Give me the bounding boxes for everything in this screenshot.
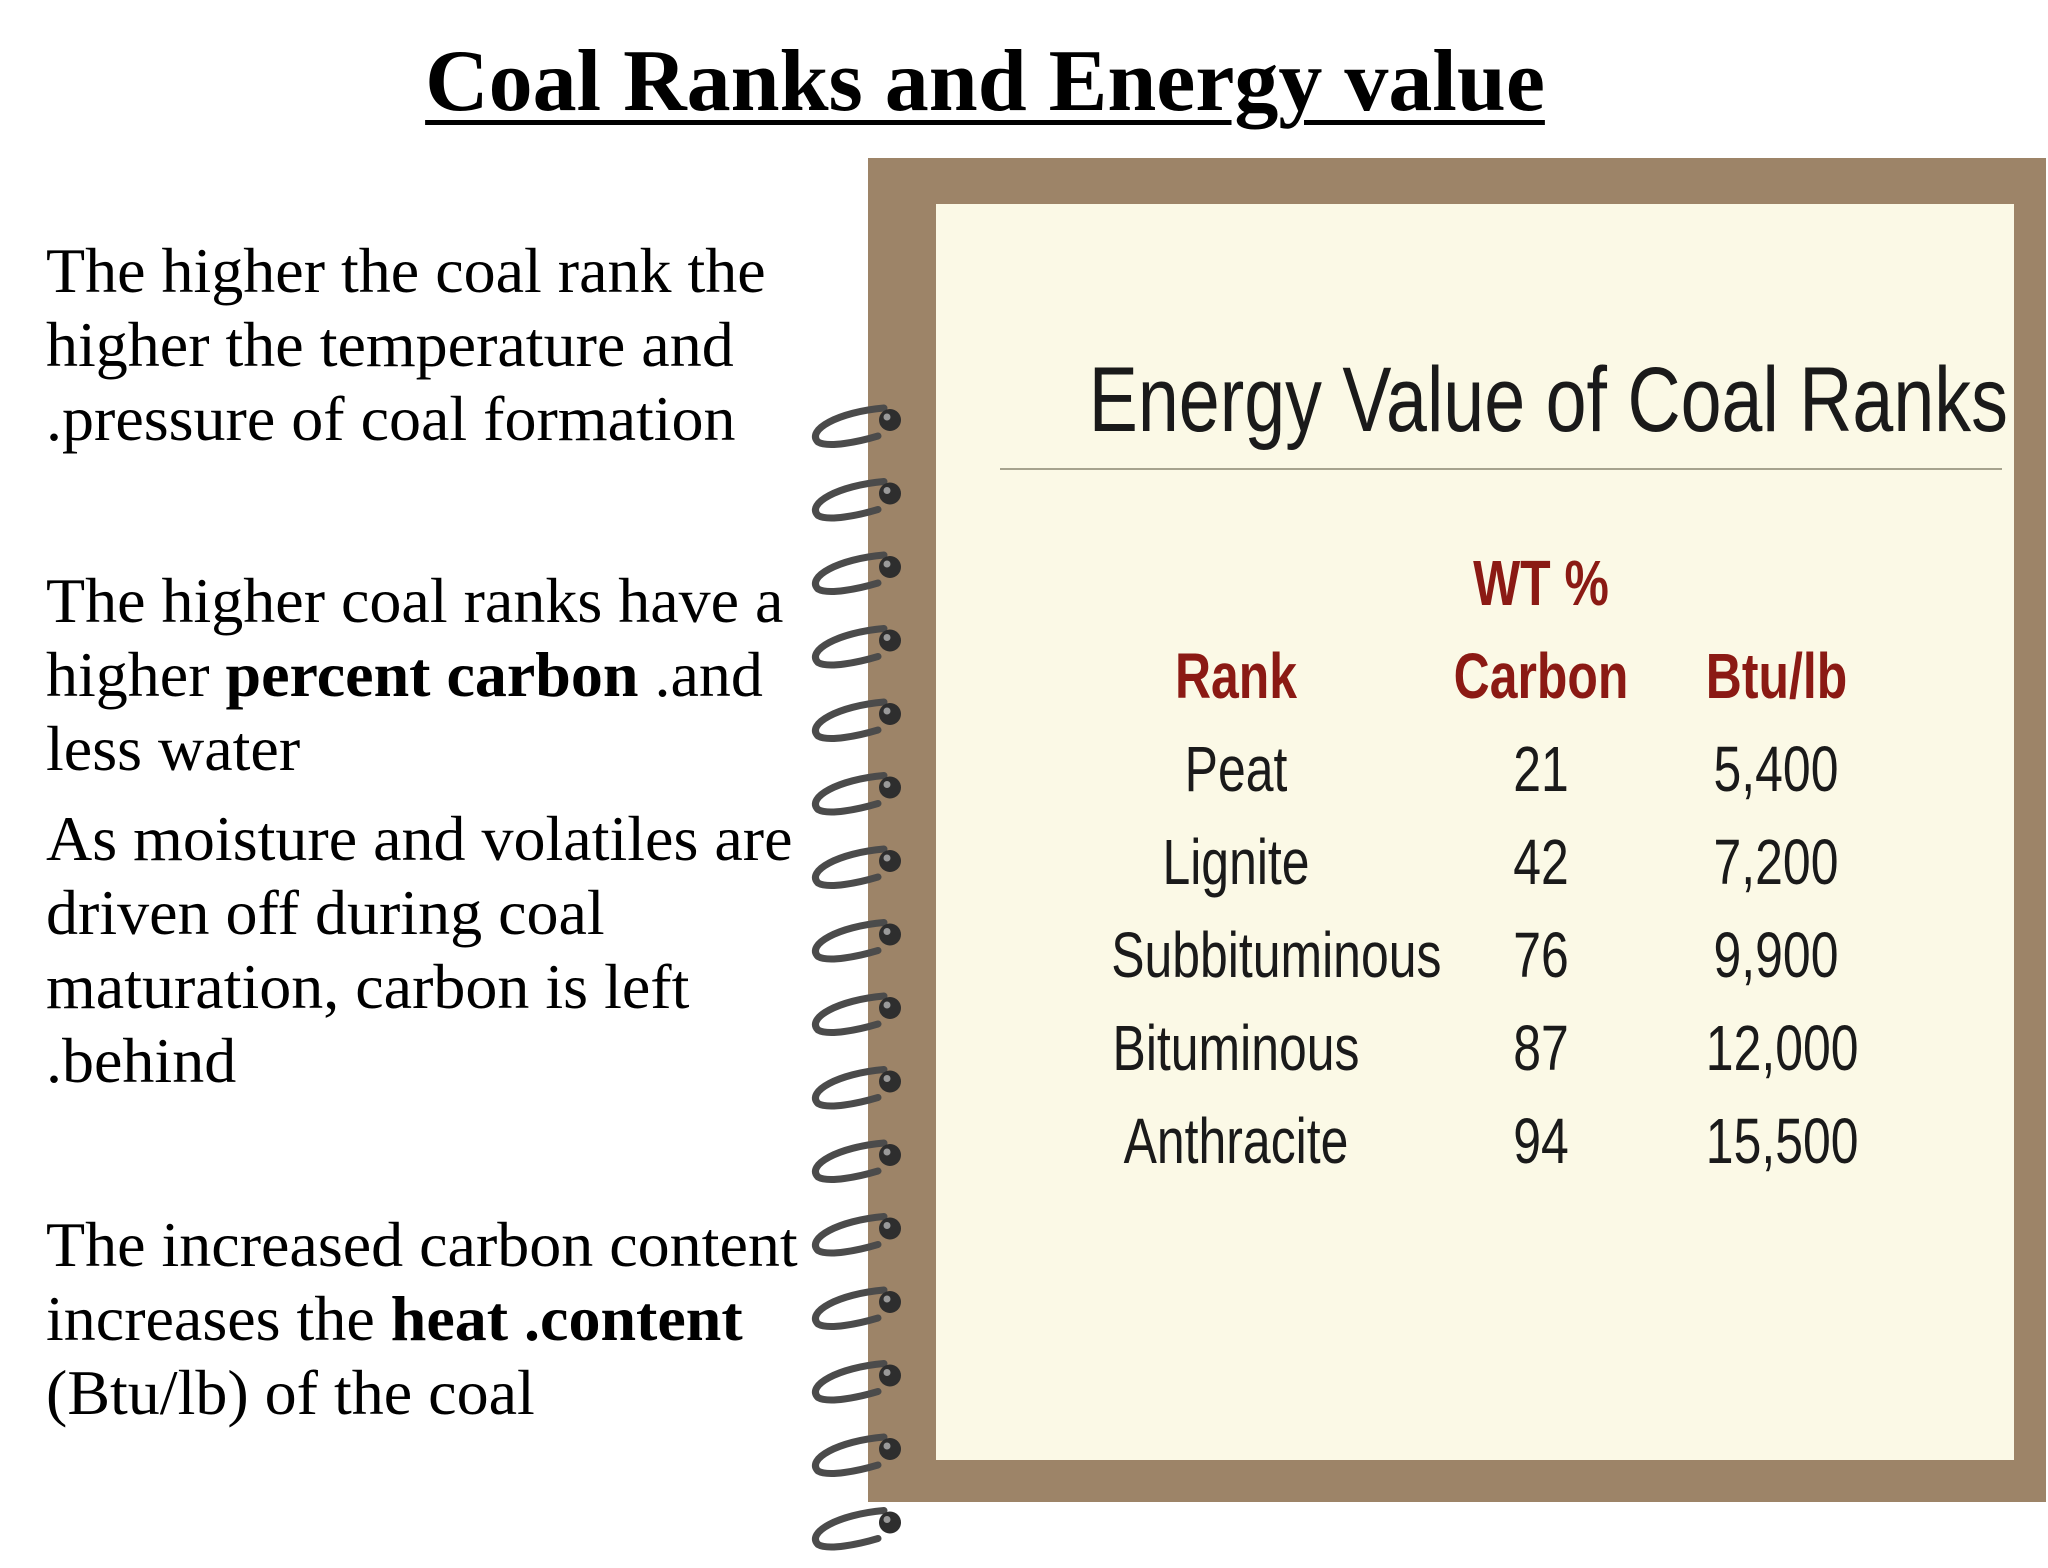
spiral-ring	[812, 1286, 901, 1330]
cell-carbon: 42	[1513, 825, 1569, 898]
table-body: Peat 21 5,400 Lignite 42 7,200 Subbituminous 76…	[1076, 722, 1866, 1187]
table-row: Anthracite 94 15,500	[1076, 1094, 1866, 1187]
cell-btu: 12,000	[1705, 1011, 1859, 1084]
spiral-ring	[812, 992, 901, 1036]
spiral-ring	[812, 404, 901, 448]
spiral-ring	[812, 772, 901, 816]
paragraph-heat-content: The increased carbon content increases t…	[46, 1208, 846, 1430]
spiral-ring	[812, 625, 901, 669]
cell-rank: Peat	[1184, 732, 1288, 805]
spiral-ring	[812, 1507, 901, 1551]
paragraph-text: The higher coal ranks have a higher	[46, 565, 784, 710]
page-title: Coal Ranks and Energy value	[425, 33, 1545, 130]
cell-rank: Anthracite	[1123, 1104, 1349, 1177]
header-wt-percent: WT %	[1473, 546, 1609, 619]
spiral-ring	[812, 1433, 901, 1477]
paragraph-formation: The higher the coal rank the higher the …	[46, 235, 766, 454]
spiral-ring	[812, 698, 901, 742]
paragraph-text: (Btu/lb) of the coal	[46, 1357, 535, 1428]
divider	[1000, 468, 2002, 470]
cell-btu: 9,900	[1713, 918, 1839, 991]
cell-rank: Bituminous	[1112, 1011, 1360, 1084]
cell-btu: 15,500	[1705, 1104, 1859, 1177]
table-row: Subbituminous 76 9,900	[1076, 908, 1866, 1001]
spiral-ring	[812, 919, 901, 963]
coal-rank-table: WT % Rank Carbon Btu/lb Peat 21 5,400 Ligni…	[1076, 536, 1866, 1187]
notebook-page: Energy Value of Coal Ranks WT % Rank Car…	[936, 204, 2014, 1460]
emphasis-text: heat .content	[390, 1283, 743, 1354]
cell-carbon: 76	[1513, 918, 1569, 991]
spiral-ring	[812, 1066, 901, 1110]
cell-rank: Lignite	[1162, 825, 1310, 898]
paragraph-percent-carbon: The higher coal ranks have a higher perc…	[46, 564, 846, 786]
spiral-ring	[812, 1360, 901, 1404]
cell-rank: Subbituminous	[1111, 918, 1442, 991]
header-rank: Rank	[1174, 639, 1298, 712]
cell-carbon: 21	[1513, 732, 1569, 805]
spiral-ring	[812, 551, 901, 595]
spiral-ring	[812, 1139, 901, 1183]
paragraph-text: The increased carbon content increases t…	[46, 1209, 798, 1354]
emphasis-text: percent carbon	[225, 639, 639, 710]
spiral-ring	[812, 845, 901, 889]
cell-carbon: 94	[1513, 1104, 1569, 1177]
table-row: Lignite 42 7,200	[1076, 815, 1866, 908]
cell-btu: 5,400	[1713, 732, 1839, 805]
paragraph-text: .and less water	[46, 639, 763, 784]
cell-btu: 7,200	[1713, 825, 1839, 898]
spiral-ring	[812, 478, 901, 522]
header-btu: Btu/lb	[1705, 639, 1848, 712]
table-row: Peat 21 5,400	[1076, 722, 1866, 815]
spiral-binding	[812, 404, 901, 1551]
notebook-image: Energy Value of Coal Ranks WT % Rank Car…	[812, 158, 2046, 1551]
table-row: Bituminous 87 12,000	[1076, 1001, 1866, 1094]
header-carbon: Carbon	[1453, 639, 1629, 712]
table-header-row: Rank Carbon Btu/lb	[1076, 629, 1866, 722]
spiral-ring	[812, 1213, 901, 1257]
table-header-row-top: WT %	[1076, 536, 1866, 629]
notebook-title: Energy Value of Coal Ranks	[1088, 349, 2008, 451]
paragraph-maturation: As moisture and volatiles are driven off…	[46, 803, 793, 1096]
cell-carbon: 87	[1513, 1011, 1569, 1084]
